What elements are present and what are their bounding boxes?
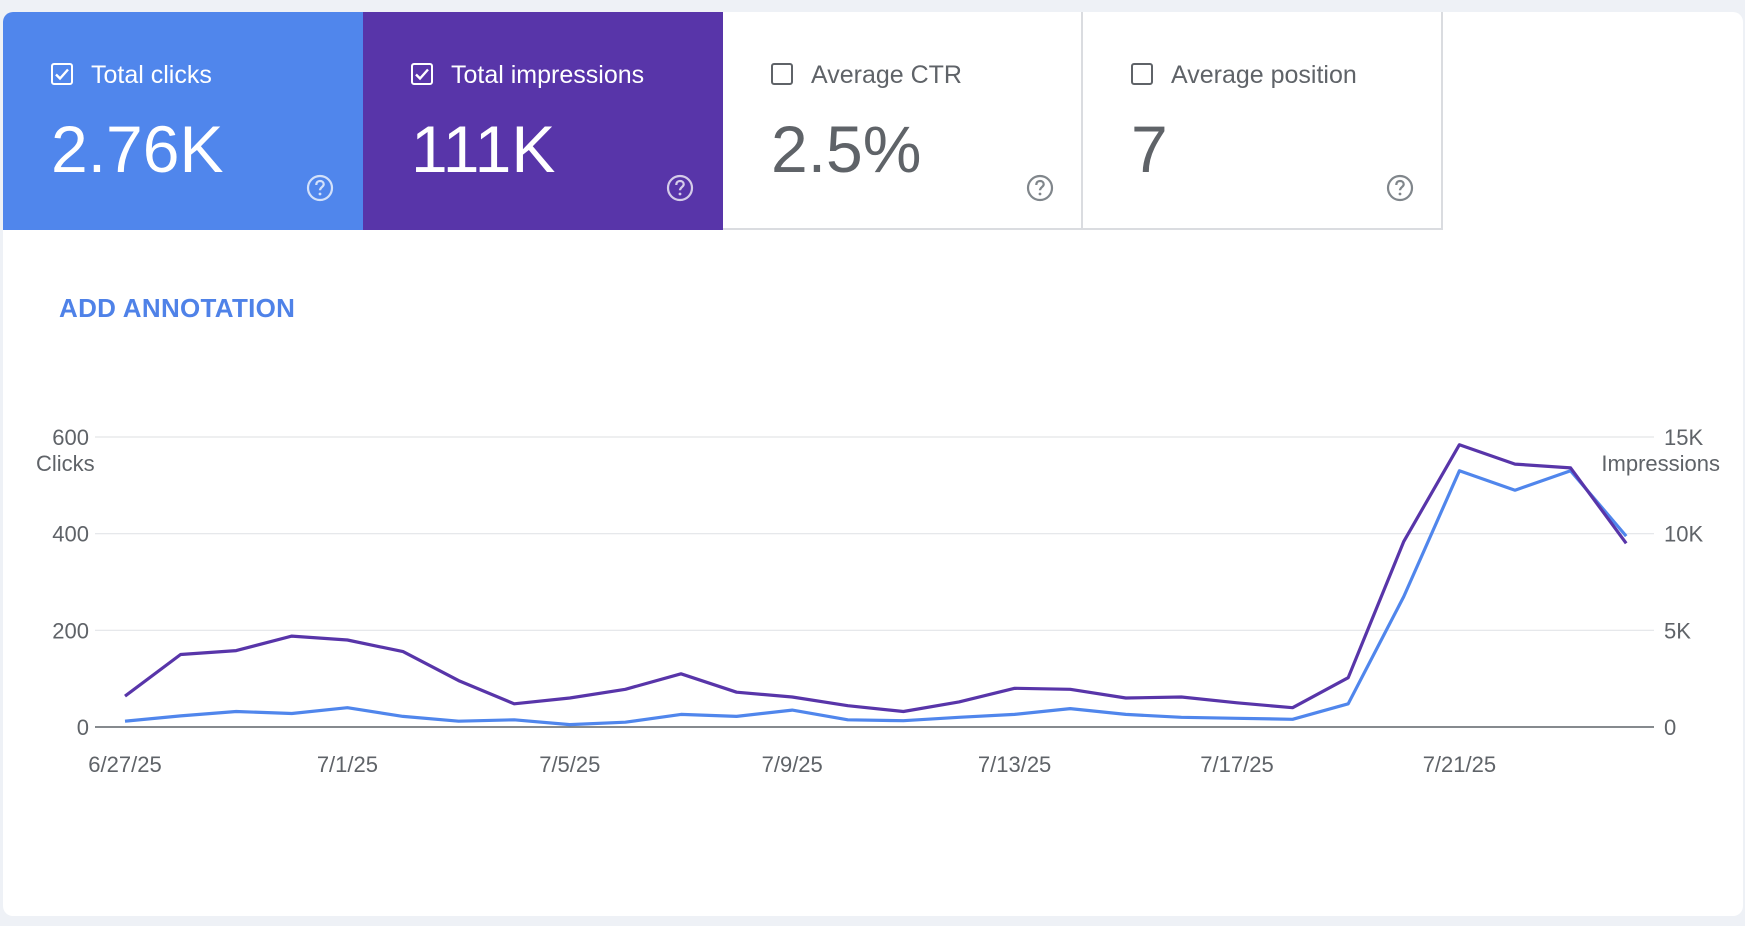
metric-label: Average position (1171, 61, 1357, 89)
performance-chart: Clicks Impressions 600 400 200 0 15K 10K… (36, 425, 1720, 777)
checkbox-unchecked-icon[interactable] (1131, 63, 1153, 85)
checkbox-checked-icon[interactable] (411, 63, 433, 85)
series-line-total-impressions (124, 443, 1628, 714)
help-circle-icon[interactable] (306, 174, 334, 202)
help-circle-icon[interactable] (1386, 174, 1414, 202)
x-tick-label: 7/13/25 (978, 752, 1051, 777)
metric-card-total-clicks[interactable]: Total clicks 2.76K (3, 12, 363, 230)
metric-label: Average CTR (811, 61, 962, 89)
metric-value: 2.5% (771, 112, 922, 186)
add-annotation-button[interactable]: ADD ANNOTATION (59, 293, 296, 323)
performance-panel: Total clicks 2.76K Total impressions 111… (3, 12, 1743, 916)
y-axis-label-right: Impressions (1601, 451, 1720, 476)
metric-value: 2.76K (51, 112, 224, 186)
chart-lines (124, 443, 1628, 727)
left-tick-label: 600 (52, 425, 89, 450)
right-tick-label: 10K (1664, 522, 1703, 547)
x-tick-label: 7/9/25 (762, 752, 823, 777)
x-tick-label: 7/17/25 (1200, 752, 1273, 777)
left-tick-label: 200 (52, 618, 89, 643)
x-tick-label: 7/5/25 (539, 752, 600, 777)
right-axis-ticks: 15K 10K 5K 0 (1664, 425, 1703, 740)
metric-cards: Total clicks 2.76K Total impressions 111… (3, 12, 1443, 230)
left-axis-ticks: 600 400 200 0 (52, 425, 89, 740)
metric-label: Total clicks (91, 61, 212, 89)
x-tick-label: 6/27/25 (88, 752, 161, 777)
metric-label: Total impressions (451, 61, 645, 89)
help-circle-icon[interactable] (1026, 174, 1054, 202)
x-tick-label: 7/21/25 (1423, 752, 1496, 777)
checkbox-checked-icon[interactable] (51, 63, 73, 85)
metric-value: 7 (1131, 112, 1168, 186)
right-tick-label: 15K (1664, 425, 1703, 450)
right-tick-label: 5K (1664, 618, 1691, 643)
left-tick-label: 0 (77, 715, 89, 740)
metric-card-average-position[interactable]: Average position 7 (1083, 12, 1443, 230)
help-circle-icon[interactable] (666, 174, 694, 202)
x-tick-label: 7/1/25 (317, 752, 378, 777)
x-axis-ticks: 6/27/25 7/1/25 7/5/25 7/9/25 7/13/25 7/1… (88, 752, 1496, 777)
series-line-total-clicks (124, 469, 1628, 727)
y-axis-label-left: Clicks (36, 451, 95, 476)
metric-card-average-ctr[interactable]: Average CTR 2.5% (723, 12, 1083, 230)
right-tick-label: 0 (1664, 715, 1676, 740)
checkbox-unchecked-icon[interactable] (771, 63, 793, 85)
metric-value: 111K (411, 112, 556, 186)
chart-gridlines (95, 436, 1654, 728)
metric-card-total-impressions[interactable]: Total impressions 111K (363, 12, 723, 230)
left-tick-label: 400 (52, 522, 89, 547)
